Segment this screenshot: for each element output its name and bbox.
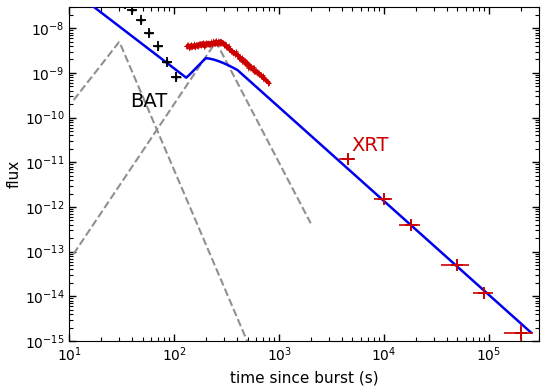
Y-axis label: flux: flux [7, 160, 22, 188]
X-axis label: time since burst (s): time since burst (s) [230, 370, 378, 385]
Text: XRT: XRT [351, 136, 389, 154]
Text: BAT: BAT [130, 92, 168, 111]
